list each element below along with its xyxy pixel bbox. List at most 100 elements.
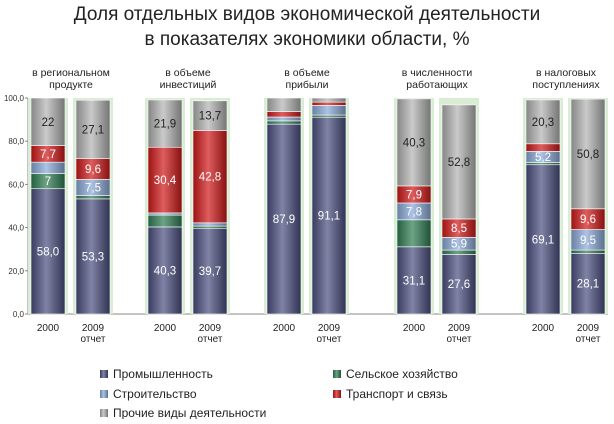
group-label: в численности bbox=[402, 67, 473, 79]
bar-segment bbox=[396, 246, 432, 315]
data-label: 13,7 bbox=[199, 111, 221, 123]
bar-segment bbox=[441, 249, 477, 255]
legend-label: Транспорт и связь bbox=[346, 387, 448, 401]
y-tick-label: 0,0 bbox=[13, 310, 25, 319]
bar-segment bbox=[311, 101, 347, 106]
group-label: в региональном bbox=[32, 67, 110, 79]
group-label: работающих bbox=[406, 79, 468, 91]
category-label: 2000 bbox=[154, 323, 177, 334]
data-label: 20,3 bbox=[532, 117, 554, 129]
category-label: отчет bbox=[576, 334, 601, 345]
data-label: 91,1 bbox=[318, 211, 340, 223]
data-label: 40,3 bbox=[403, 137, 425, 149]
bar-segment bbox=[75, 198, 111, 315]
bar-segment bbox=[266, 116, 302, 122]
bar-segment bbox=[30, 97, 66, 146]
group-label: в налоговых bbox=[536, 67, 597, 79]
legend-swatch bbox=[100, 409, 108, 417]
category-label: 2009 bbox=[577, 323, 600, 334]
bar-segment bbox=[192, 222, 228, 227]
bar-segment bbox=[525, 164, 561, 315]
data-label: 8,5 bbox=[451, 223, 467, 235]
y-tick-label: 100,0 bbox=[4, 94, 25, 103]
data-label: 7 bbox=[45, 176, 51, 188]
data-label: 42,8 bbox=[199, 172, 221, 184]
bar-segment bbox=[192, 130, 228, 224]
y-tick-label: 80,0 bbox=[8, 137, 24, 146]
data-label: 21,9 bbox=[154, 119, 176, 131]
data-label: 5,2 bbox=[535, 152, 551, 164]
category-label: отчет bbox=[81, 334, 106, 345]
bar-segment bbox=[441, 254, 477, 315]
group-label: поступлениях bbox=[532, 79, 600, 91]
legend-swatch bbox=[100, 370, 108, 378]
category-label: отчет bbox=[447, 334, 472, 345]
data-label: 87,9 bbox=[273, 214, 295, 226]
category-label: 2009 bbox=[318, 323, 341, 334]
bar-segment bbox=[75, 99, 111, 159]
bar-segment bbox=[311, 114, 347, 118]
bar-segment bbox=[570, 249, 606, 254]
bar-segment bbox=[192, 225, 228, 229]
data-label: 58,0 bbox=[37, 246, 59, 258]
group-label: прибыли bbox=[286, 79, 329, 91]
category-label: 2000 bbox=[532, 323, 555, 334]
chart-title-line: Доля отдельных видов экономической деяте… bbox=[74, 4, 540, 25]
data-label: 9,6 bbox=[85, 164, 101, 176]
bar-segment bbox=[147, 212, 183, 216]
bar-segment bbox=[525, 143, 561, 152]
data-label: 28,1 bbox=[577, 279, 599, 291]
data-label: 22 bbox=[42, 117, 55, 129]
bar-segment bbox=[525, 99, 561, 145]
legend-label: Промышленность bbox=[113, 367, 213, 381]
data-label: 5,9 bbox=[451, 239, 467, 251]
data-label: 7,8 bbox=[406, 206, 422, 218]
legend-swatch bbox=[333, 370, 341, 378]
data-label: 30,4 bbox=[154, 175, 177, 187]
group-label: в объеме bbox=[165, 67, 211, 79]
data-label: 7,5 bbox=[85, 183, 101, 195]
data-label: 53,3 bbox=[82, 251, 104, 263]
bar-segment bbox=[147, 99, 183, 148]
category-label: отчет bbox=[198, 334, 223, 345]
category-label: отчет bbox=[317, 334, 342, 345]
data-label: 7,9 bbox=[406, 189, 422, 201]
bar-segment bbox=[266, 97, 302, 112]
bar-segment bbox=[396, 219, 432, 248]
bar-segment bbox=[266, 120, 302, 125]
data-label: 52,8 bbox=[448, 157, 470, 169]
bar-segment bbox=[396, 98, 432, 187]
category-label: 2000 bbox=[37, 323, 60, 334]
bar-segment bbox=[147, 214, 183, 228]
legend-label: Строительство bbox=[113, 387, 197, 401]
bar-segment bbox=[147, 146, 183, 214]
legend-swatch bbox=[333, 390, 341, 398]
category-label: 2009 bbox=[199, 323, 222, 334]
data-label: 9,6 bbox=[580, 214, 596, 226]
y-tick-label: 20,0 bbox=[8, 267, 24, 276]
group-label: продукте bbox=[49, 79, 93, 91]
bar-segment bbox=[192, 227, 228, 315]
data-label: 39,7 bbox=[199, 266, 221, 278]
data-label: 7,7 bbox=[40, 149, 56, 161]
bar-segment bbox=[147, 226, 183, 315]
category-label: 2000 bbox=[273, 323, 296, 334]
legend-label: Сельское хозяйство bbox=[346, 367, 458, 381]
data-label: 31,1 bbox=[403, 275, 425, 287]
data-label: 27,1 bbox=[82, 124, 104, 136]
category-label: 2009 bbox=[448, 323, 471, 334]
data-label: 69,1 bbox=[532, 234, 554, 246]
bar-segment bbox=[311, 116, 347, 315]
bar-segment bbox=[266, 123, 302, 315]
bar-segment bbox=[30, 188, 66, 315]
legend-label: Прочие виды деятельности bbox=[113, 406, 266, 419]
bar-segment bbox=[311, 105, 347, 116]
bar-segment bbox=[441, 104, 477, 220]
bar-segment bbox=[75, 195, 111, 200]
bar-segment bbox=[570, 98, 606, 210]
data-label: 9,5 bbox=[580, 235, 596, 247]
data-label: 50,8 bbox=[577, 149, 599, 161]
y-tick-label: 40,0 bbox=[8, 224, 24, 233]
